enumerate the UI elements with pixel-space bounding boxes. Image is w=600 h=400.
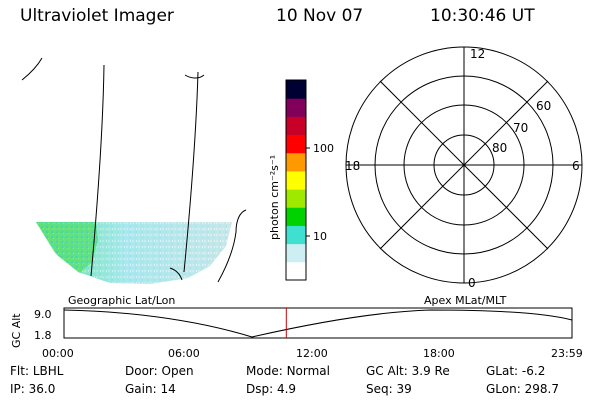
- status-dsp: Dsp: 4.9: [246, 382, 296, 396]
- timeline-y-axis-title: GC Alt: [10, 313, 23, 348]
- polar-lat-label-60: 60: [536, 99, 551, 113]
- colorbar-tick-label-100: 100: [313, 142, 334, 155]
- status-glat-value: -6.2: [521, 364, 546, 378]
- polar-diagonal-2: [379, 80, 549, 250]
- colorbar: photon cm⁻²s⁻¹ 100 10: [268, 79, 334, 281]
- timeline-frame: [63, 307, 573, 339]
- timeline-panel: Geographic Lat/Lon Apex MLat/MLT GC Alt …: [10, 294, 583, 360]
- status-filter-value: LBHL: [32, 364, 64, 378]
- polar-label-6: 6: [572, 159, 580, 173]
- meridian-line-2: [183, 71, 199, 273]
- colorbar-stripes: [286, 80, 306, 281]
- coastline-right: [217, 209, 247, 283]
- status-glat-label: GLat:: [486, 364, 519, 378]
- colorbar-stripe: [286, 189, 306, 208]
- status-door-value: Open: [161, 364, 194, 378]
- status-glat: GLat: -6.2: [486, 364, 545, 378]
- aurora-green-band: [36, 222, 98, 273]
- altitude-trace: [63, 309, 573, 338]
- status-gain-value: 14: [160, 382, 176, 396]
- timeline-y-tick-1-8: 1.8: [34, 329, 52, 342]
- status-ip-value: 36.0: [28, 382, 56, 396]
- colorbar-stripe: [286, 116, 306, 136]
- colorbar-unit-label: photon cm⁻²s⁻¹: [268, 155, 281, 240]
- status-seq-label: Seq:: [366, 382, 393, 396]
- status-mode-value: Normal: [286, 364, 330, 378]
- timeline-right-label: Apex MLat/MLT: [424, 294, 507, 307]
- timeline-x-tick-00-00: 00:00: [42, 347, 74, 360]
- status-gain-label: Gain:: [125, 382, 157, 396]
- status-filter-label: Flt:: [10, 364, 29, 378]
- timeline-y-tick-9-0: 9.0: [34, 308, 52, 321]
- colorbar-stripe: [286, 243, 306, 263]
- timeline-left-label: Geographic Lat/Lon: [68, 294, 175, 307]
- status-mode: Mode: Normal: [246, 364, 330, 378]
- colorbar-stripe: [286, 225, 306, 245]
- timeline-x-tick-18-00: 18:00: [423, 347, 455, 360]
- colorbar-stripe: [286, 80, 306, 99]
- status-door: Door: Open: [125, 364, 194, 378]
- colorbar-tick-label-10: 10: [313, 230, 327, 243]
- status-filter: Flt: LBHL: [10, 364, 63, 378]
- status-gain: Gain: 14: [125, 382, 176, 396]
- status-gc-alt-label: GC Alt:: [366, 364, 408, 378]
- status-dsp-label: Dsp:: [246, 382, 274, 396]
- polar-plot: [345, 46, 583, 284]
- status-glon: GLon: 298.7: [486, 382, 559, 396]
- meridian-line-1: [90, 64, 105, 277]
- polar-label-12: 12: [470, 47, 485, 61]
- status-seq: Seq: 39: [366, 382, 412, 396]
- status-dsp-value: 4.9: [276, 382, 297, 396]
- status-mode-label: Mode:: [246, 364, 283, 378]
- status-glon-value: 298.7: [524, 382, 559, 396]
- status-ip-label: IP:: [10, 382, 25, 396]
- observation-time: 10:30:46 UT: [430, 6, 535, 26]
- timeline-x-tick-06-00: 06:00: [168, 347, 200, 360]
- polar-label-0: 0: [468, 276, 476, 290]
- timeline-x-tick-23-59: 23:59: [551, 347, 583, 360]
- observation-date: 10 Nov 07: [276, 6, 364, 26]
- polar-label-18: 18: [345, 159, 360, 173]
- coastline-top-left: [21, 57, 43, 81]
- colorbar-stripe: [286, 134, 306, 154]
- instrument-title: Ultraviolet Imager: [20, 6, 174, 26]
- colorbar-frame: [285, 79, 307, 281]
- status-ip: IP: 36.0: [10, 382, 55, 396]
- colorbar-stripe: [286, 152, 306, 172]
- status-glon-label: GLon:: [486, 382, 521, 396]
- coastline-top-middle: [184, 74, 205, 79]
- status-door-label: Door:: [125, 364, 158, 378]
- status-gc-alt: GC Alt: 3.9 Re: [366, 364, 450, 378]
- status-gc-alt-value: 3.9 Re: [411, 364, 450, 378]
- colorbar-stripe: [286, 261, 306, 281]
- timeline-x-tick-12-00: 12:00: [296, 347, 328, 360]
- polar-lat-label-80: 80: [492, 141, 507, 155]
- polar-lat-label-70: 70: [513, 121, 528, 135]
- uv-image-panel: [21, 57, 247, 284]
- coastline-bottom: [169, 267, 183, 281]
- colorbar-stripe: [286, 170, 306, 190]
- colorbar-stripe: [286, 207, 306, 226]
- status-seq-value: 39: [396, 382, 412, 396]
- colorbar-stripe: [286, 98, 306, 117]
